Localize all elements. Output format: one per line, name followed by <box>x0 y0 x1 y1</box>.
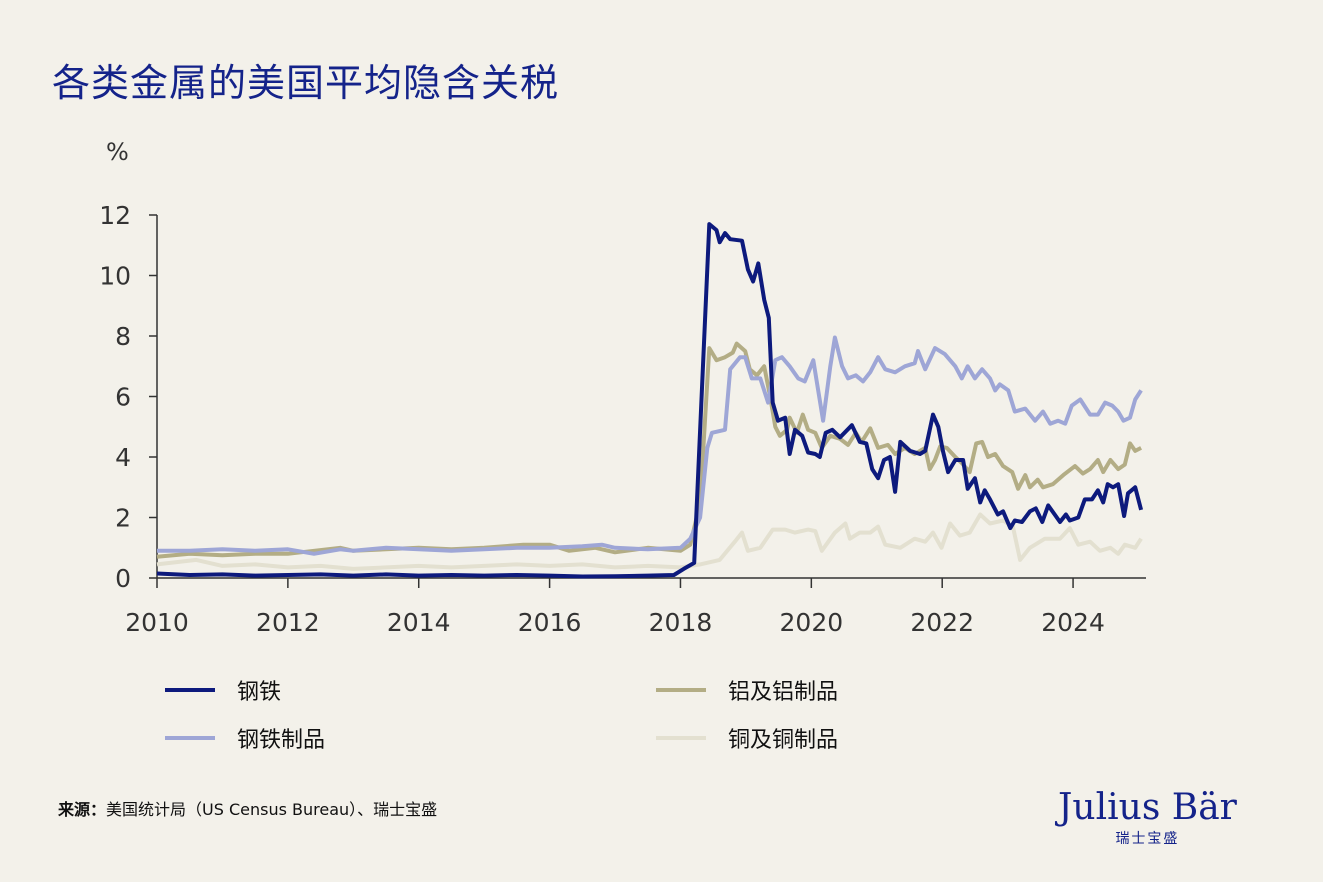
x-tick-label: 2020 <box>780 608 844 637</box>
series-line-0 <box>156 222 1144 579</box>
legend-swatch <box>656 688 706 692</box>
legend-swatch <box>656 736 706 740</box>
legend-label: 铜及铜制品 <box>728 728 839 753</box>
legend-label: 铝及铝制品 <box>728 680 839 705</box>
legend-item-steel: 钢铁 <box>165 674 281 706</box>
legend-swatch <box>165 688 215 692</box>
legend-label: 钢铁 <box>237 680 282 705</box>
x-tick-label: 2018 <box>649 608 713 637</box>
source-label: 来源： <box>58 800 107 819</box>
x-tick-label: 2014 <box>387 608 451 637</box>
series-line-2 <box>157 335 1143 556</box>
y-tick-label: 2 <box>115 504 131 533</box>
y-tick-label: 12 <box>99 201 131 230</box>
source-text: 美国统计局（US Census Bureau）、瑞士宝盛 <box>106 800 438 819</box>
series-line-3 <box>156 512 1143 571</box>
y-tick-label: 8 <box>115 322 131 351</box>
logo-name: Julius Bär <box>1058 787 1237 828</box>
x-tick-label: 2010 <box>125 608 189 637</box>
x-tick-label: 2016 <box>518 608 582 637</box>
x-tick-label: 2012 <box>256 608 320 637</box>
logo-sub: 瑞士宝盛 <box>1115 831 1180 847</box>
legend-item-copper: 铜及铜制品 <box>656 722 838 754</box>
series-line-1 <box>156 341 1143 559</box>
x-tick-label: 2024 <box>1041 608 1105 637</box>
y-tick-label: 6 <box>115 383 131 412</box>
source-note: 来源：美国统计局（US Census Bureau）、瑞士宝盛 <box>58 796 437 820</box>
y-tick-label: 10 <box>99 262 131 291</box>
legend-swatch <box>165 736 215 740</box>
y-tick-label: 4 <box>115 443 131 472</box>
x-tick-label: 2022 <box>910 608 974 637</box>
logo: Julius Bär 瑞士宝盛 <box>1058 788 1237 848</box>
legend-item-steel-products: 钢铁制品 <box>165 722 325 754</box>
y-tick-label: 0 <box>115 564 131 593</box>
chart-title: 各类金属的美国平均隐含关税 <box>52 61 560 105</box>
y-axis-unit: % <box>106 138 129 166</box>
legend-label: 钢铁制品 <box>237 728 326 753</box>
legend-item-aluminum: 铝及铝制品 <box>656 674 838 706</box>
